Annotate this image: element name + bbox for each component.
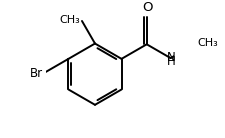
Text: O: O <box>142 1 152 14</box>
Text: CH₃: CH₃ <box>59 15 80 25</box>
Text: CH₃: CH₃ <box>196 38 217 48</box>
Text: H: H <box>166 55 175 68</box>
Text: N: N <box>166 51 175 64</box>
Text: Br: Br <box>30 67 43 80</box>
